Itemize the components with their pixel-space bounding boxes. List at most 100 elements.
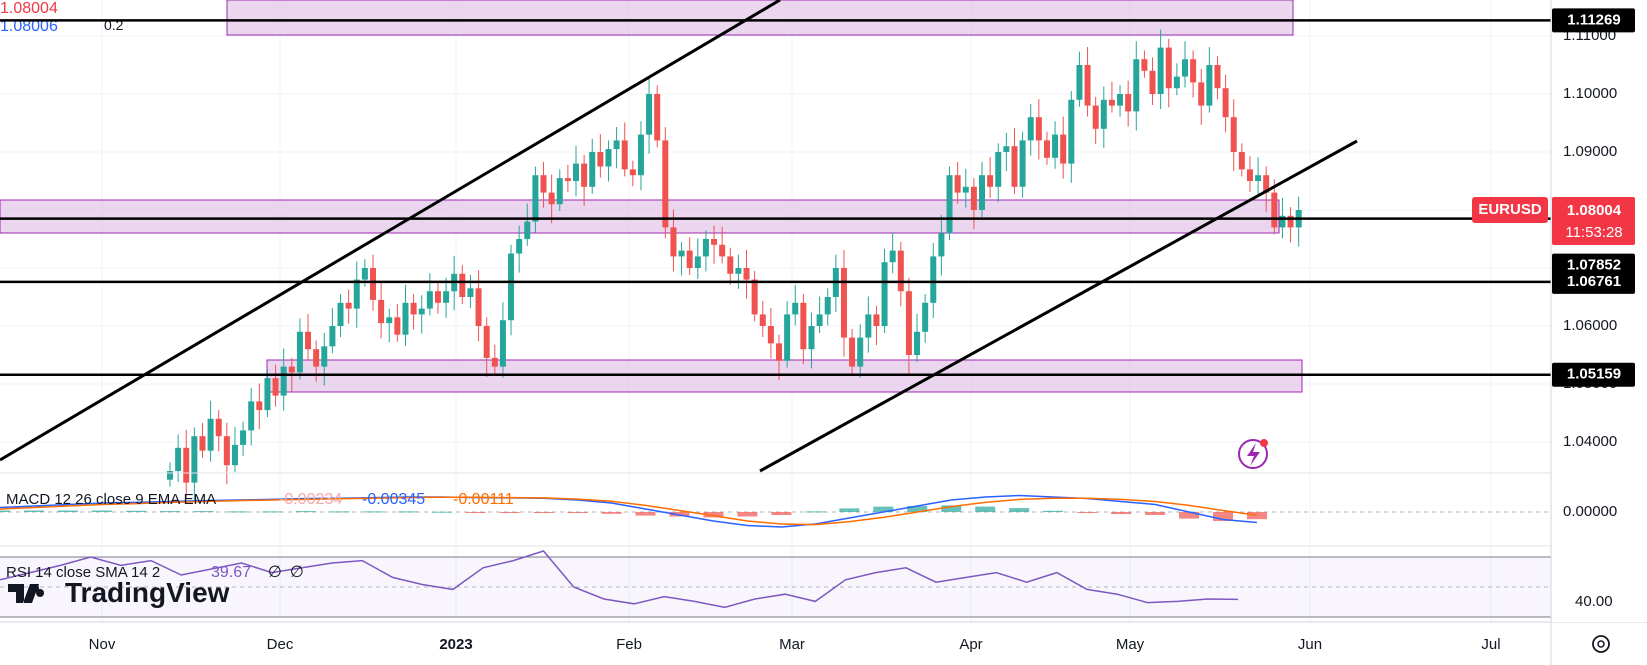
candle-body — [727, 256, 734, 274]
candle-body — [231, 444, 238, 466]
bid-price-box[interactable]: 1.08004 — [0, 0, 93, 18]
candle-body — [1182, 59, 1188, 77]
candle-body — [735, 268, 742, 274]
macd-hist-bar — [941, 505, 962, 512]
candle-body — [1222, 88, 1229, 118]
candle-body — [516, 239, 523, 254]
level-tag-text: 1.07852 — [1567, 257, 1621, 274]
price-scale[interactable] — [1551, 0, 1647, 622]
candle-body — [1190, 59, 1197, 83]
ask-price: 1.08006 — [0, 18, 58, 35]
candle-body — [1100, 99, 1107, 129]
candle-body — [719, 244, 726, 257]
candle-body — [1263, 175, 1270, 193]
candle-body — [995, 152, 1002, 187]
level-tag-text: 1.05159 — [1567, 366, 1621, 383]
candle-body — [849, 337, 856, 367]
candle-body — [1011, 146, 1018, 187]
candle-body — [394, 317, 401, 335]
candle-body — [199, 436, 206, 451]
time-label: Jun — [1298, 636, 1322, 653]
candle-body — [1141, 59, 1148, 71]
candle-body — [792, 302, 799, 315]
rsi-line — [0, 550, 1239, 609]
candle-body — [1206, 65, 1213, 106]
candle-body — [759, 314, 766, 326]
time-label: Nov — [89, 636, 116, 653]
macd-line — [0, 494, 1258, 528]
macd-hist-bar — [91, 510, 112, 512]
tradingview-logo: TradingView — [8, 577, 230, 608]
candle-body — [873, 314, 880, 326]
candle-body — [597, 152, 604, 167]
trendline-lower[interactable] — [759, 139, 1358, 473]
candle-body — [378, 299, 385, 324]
candle-body — [751, 279, 758, 315]
logo-dot — [31, 584, 39, 592]
candle-body — [313, 349, 320, 367]
macd-histogram-value: -0.00234 — [279, 491, 342, 508]
rsi-value: 39.67 — [211, 564, 251, 581]
candle-body — [905, 291, 912, 355]
price-label: 1.10000 — [1563, 85, 1617, 102]
candle-body — [670, 227, 677, 257]
macd-hist-bar — [125, 510, 146, 512]
macd-hist-bar — [1179, 512, 1200, 519]
macd-hist-bar — [907, 506, 928, 512]
candle-body — [1149, 70, 1156, 94]
candle-body — [776, 343, 782, 361]
macd-signal-line — [0, 496, 1258, 526]
rsi-extra-2: ∅ — [290, 564, 304, 581]
macd-hist-bar — [363, 511, 384, 513]
candle-body — [629, 169, 636, 176]
rsi-extra-1: ∅ — [268, 564, 282, 581]
macd-hist-bar — [1111, 512, 1132, 515]
candle-body — [979, 175, 985, 210]
candle-body — [857, 337, 864, 367]
candle-body — [702, 239, 709, 257]
candle-body — [353, 279, 360, 309]
candle-body — [621, 140, 628, 170]
candle-body — [678, 250, 685, 257]
candle-body — [248, 401, 255, 431]
macd-hist-bar — [261, 511, 282, 513]
candle-body — [646, 94, 653, 135]
macd-hist-bar — [397, 511, 418, 513]
macd-value: -0.00345 — [362, 491, 425, 508]
candle-body — [1043, 140, 1050, 158]
time-label: Feb — [616, 636, 642, 653]
candle-body — [1133, 59, 1140, 112]
candle-body — [1027, 117, 1034, 141]
level-tag-1.05159 — [1552, 362, 1635, 387]
time-label: Jul — [1481, 636, 1500, 653]
candle-body — [637, 134, 644, 176]
candle-body — [897, 250, 904, 292]
macd-hist-bar — [1213, 512, 1234, 521]
time-axis-labels: Nov Dec 2023 Feb Mar Apr May Jun Jul — [89, 636, 1501, 653]
candle-body — [296, 331, 303, 373]
trendline-upper[interactable] — [0, 0, 781, 462]
lightning-alert-icon[interactable] — [1238, 439, 1268, 469]
macd-hist-bar — [873, 506, 894, 512]
candlesticks — [167, 29, 1302, 502]
price-label: 1.09000 — [1563, 143, 1617, 160]
candle-body — [483, 326, 490, 358]
candle-body — [573, 163, 579, 181]
candle-body — [1238, 152, 1245, 170]
candle-body — [784, 314, 791, 361]
candle-body — [824, 297, 831, 315]
candle-body — [240, 430, 247, 445]
candle-body — [280, 366, 287, 396]
settings-gear-icon[interactable] — [1592, 635, 1610, 653]
candle-body — [272, 378, 279, 396]
candle-body — [1279, 215, 1286, 228]
macd-hist-bar — [975, 506, 996, 512]
symbol-tag: EURUSD 1.08004 11:53:28 — [1472, 197, 1635, 245]
candle-body — [1246, 169, 1253, 181]
candle-body — [524, 221, 531, 239]
candle-body — [548, 192, 555, 205]
candle-body — [434, 291, 441, 303]
ask-price-box[interactable]: 1.08006 — [0, 18, 89, 36]
last-price: 1.08004 — [1567, 202, 1622, 219]
